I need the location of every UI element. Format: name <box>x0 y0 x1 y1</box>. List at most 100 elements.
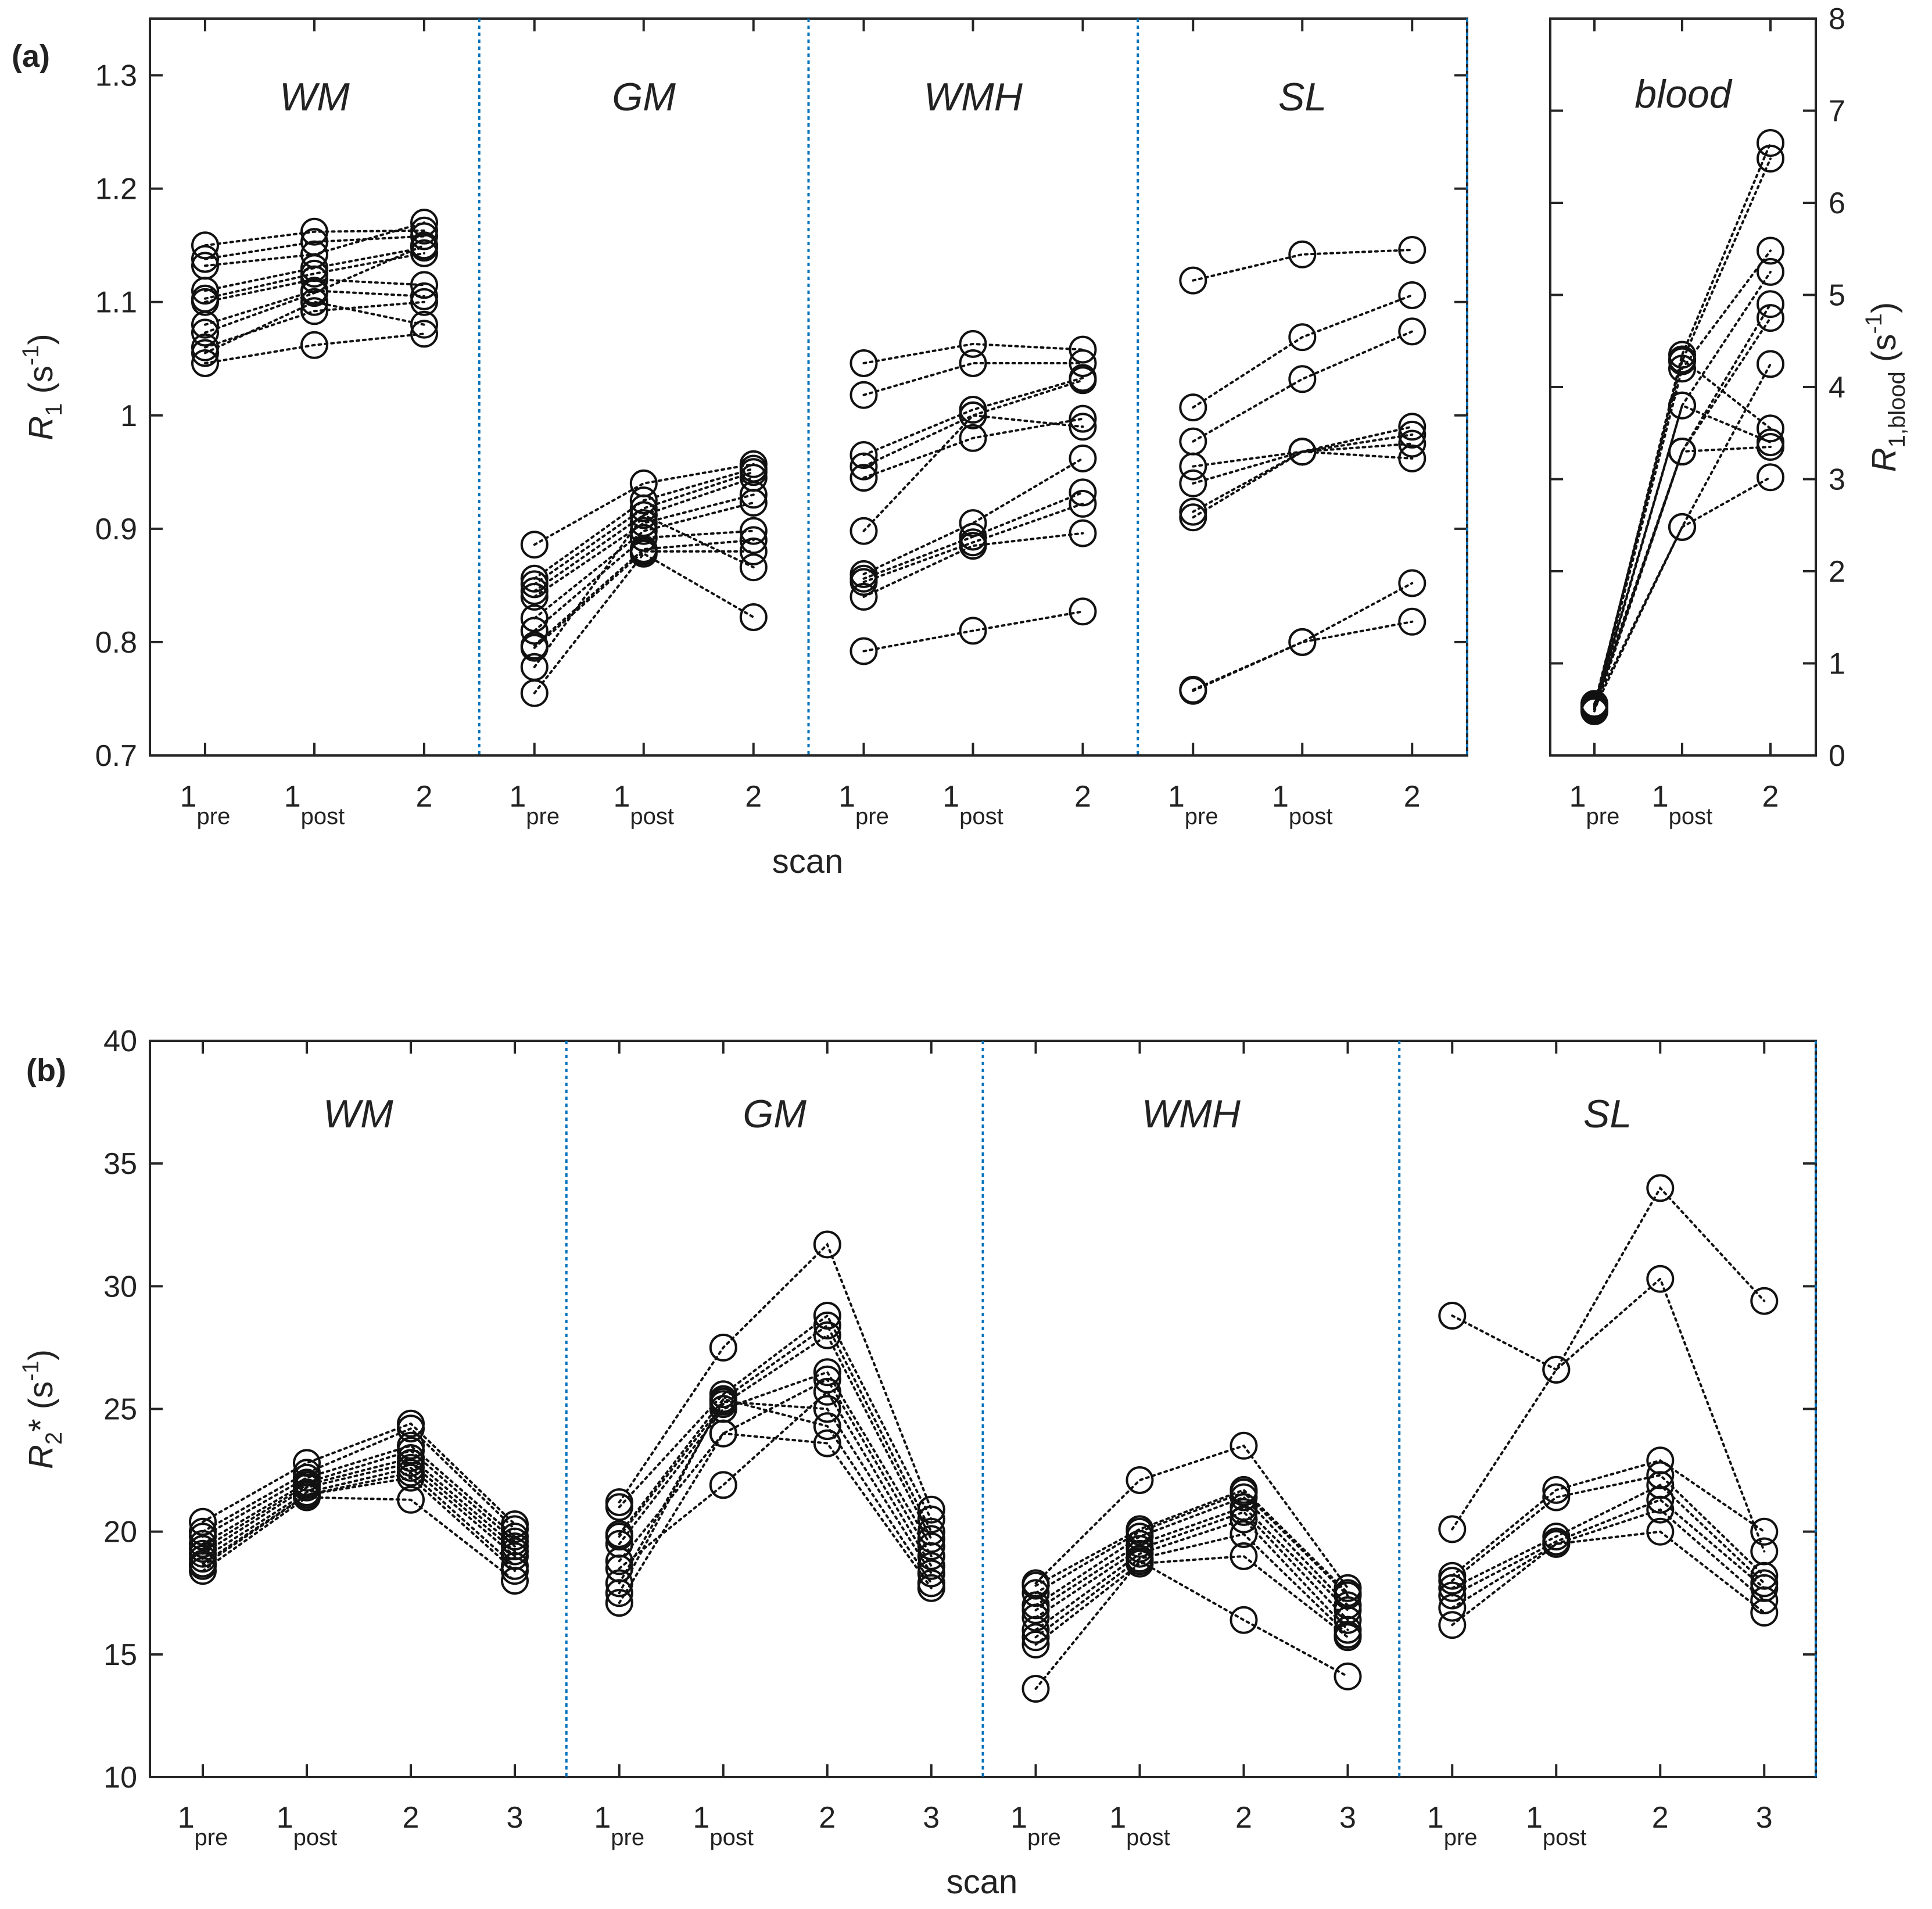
panel-b-gm-subject-10-point-4 <box>917 1574 945 1602</box>
panel-a-wmh-subject-8-point-3 <box>1069 478 1097 507</box>
panel-a-sl-subject-2-line <box>1192 294 1414 409</box>
panel-a-wmh-subject-6-point-2 <box>959 401 987 429</box>
panel-a-gm-xtick-label: 1pre <box>509 780 560 829</box>
panel-b-sl-subject-6-point-3 <box>1646 1485 1675 1514</box>
panel-b-sl-region-label: SL <box>1583 1092 1632 1136</box>
panel-a-wmh-subject-3-line <box>862 377 1084 456</box>
panel-a-gm-subject-2-line <box>533 467 755 580</box>
panel-b-gm-subject-5-point-4 <box>917 1532 945 1560</box>
panel-a-sl-subject-2-point-2 <box>1288 323 1317 352</box>
panel-b-wmh-subject-10-point-3 <box>1230 1606 1258 1634</box>
panel-a-blood-region-label: blood <box>1635 72 1733 116</box>
panel-a-gm-xtick-label: 2 <box>745 780 762 814</box>
panel-a-wmh-subject-9-point-3 <box>1069 489 1097 518</box>
panel-a-wmh-subject-1-point-3 <box>1069 335 1097 364</box>
panel-b-gm-subject-8-point-3 <box>813 1395 841 1423</box>
panel-b-sl-subject-1-point-3 <box>1646 1174 1675 1202</box>
panel-b-wmh-subject-10-point-4 <box>1334 1662 1362 1690</box>
panel-a-gm-xtick-label: 1post <box>613 780 674 829</box>
panel-b-wm-xtick-label: 1post <box>277 1801 338 1850</box>
panel-b-wmh-subject-4-point-3 <box>1230 1483 1258 1512</box>
panel-a-wm-region-label: WM <box>279 75 350 119</box>
panel-b-sl-subject-7-point-1 <box>1438 1593 1467 1622</box>
panel-a-wm-subject-5-line <box>204 252 425 300</box>
panel-a-wmh-subject-11-point-3 <box>1069 597 1097 626</box>
panel-a-blood-subject-3-line <box>1593 249 1772 711</box>
panel-b-wmh-subject-9-line <box>1034 1555 1349 1646</box>
panel-b-gm-subject-5-line <box>618 1370 933 1548</box>
panel-a-sl-subject-3-point-2 <box>1288 365 1317 393</box>
panel-a-wmh-subject-2-point-2 <box>959 349 987 377</box>
panel-a-blood-subject-1-line <box>1593 142 1772 709</box>
panel-b-gm-subject-6-point-4 <box>917 1542 945 1570</box>
panel-a-blood-subject-1-point-3 <box>1757 129 1784 157</box>
panel-a-blood-subject-8-point-2 <box>1668 345 1696 374</box>
panel-b-wm-subject-1-point-1 <box>189 1507 217 1536</box>
panel-b-gm-xtick-label: 1pre <box>594 1801 644 1850</box>
panel-a-wmh-subject-11-line <box>862 610 1084 653</box>
panel-a-wmh-subject-4-point-1 <box>849 452 878 481</box>
panel-b-wmh-subject-8-point-1 <box>1021 1623 1050 1652</box>
panel-b-gm-subject-10-point-2 <box>709 1419 737 1448</box>
panel-a-wmh-subject-9-point-1 <box>849 568 878 596</box>
panel-a-gm-subject-3-line <box>533 471 755 586</box>
panel-a-xlabel: scan <box>772 843 844 880</box>
panel-a-wm-xtick-label: 2 <box>416 780 433 814</box>
panel-b-gm-subject-9-line <box>618 1398 933 1595</box>
panel-b-wmh-subject-6-line <box>1034 1510 1349 1621</box>
panel-a-blood-subject-5-point-3 <box>1757 290 1784 318</box>
panel-b-gm-subject-2-point-4 <box>917 1505 945 1534</box>
panel-b-sl-subject-7-line <box>1451 1508 1766 1609</box>
panel-a-wmh-subject-7-point-3 <box>1069 444 1097 472</box>
panel-a-sl-subject-4-point-3 <box>1398 413 1426 441</box>
panel-b-wmh-subject-9-point-4 <box>1334 1623 1362 1652</box>
panel-b-sl-subject-1-point-1 <box>1438 1302 1467 1330</box>
panel-a-gm-subject-4-point-1 <box>520 577 549 606</box>
panel-b-wm-subject-9-point-3 <box>397 1463 425 1492</box>
panel-a-wmh-subject-11-point-1 <box>849 637 878 665</box>
panel-a-blood-subject-11-point-2 <box>1668 513 1696 541</box>
panel-a-wmh-subject-1-point-1 <box>849 349 878 377</box>
panel-a-sl-subject-6-point-1 <box>1179 497 1207 526</box>
panel-b-wm-subject-3-point-1 <box>189 1523 217 1551</box>
panel-b-wm-subject-1-line <box>202 1422 516 1525</box>
panel-b-gm-subject-7-point-2 <box>709 1471 737 1499</box>
panel-b-gm-xtick-label: 3 <box>923 1801 940 1835</box>
panel-b-sl-subject-8-point-3 <box>1646 1517 1675 1546</box>
panel-a-wm-subject-7-point-1 <box>191 310 219 339</box>
panel-b-wm-subject-5-line <box>202 1456 516 1550</box>
panel-a-sl-subject-1-point-1 <box>1179 266 1207 295</box>
panel-b-wmh-subject-6-point-4 <box>1334 1606 1362 1634</box>
panel-a-wmh-subject-5-point-2 <box>959 424 987 452</box>
panel-a-sl-subject-9-point-3 <box>1398 607 1426 636</box>
panel-a-ytick-label: 0.7 <box>95 739 137 773</box>
panel-a-wmh-subject-3-point-2 <box>959 396 987 424</box>
panel-b-wm-subject-2-line <box>202 1427 516 1533</box>
panel-a-wm-subject-10-line <box>204 300 425 354</box>
panel-a-wm-subject-8-point-2 <box>300 279 328 307</box>
panel-a-ytick-label: 0.8 <box>95 626 137 660</box>
panel-b-sl-subject-4-point-1 <box>1438 1567 1467 1595</box>
panel-a-wm-subject-6-point-1 <box>191 288 219 316</box>
panel-b-ytick-label: 35 <box>103 1147 137 1181</box>
panel-a-wm-subject-9-point-3 <box>410 288 438 316</box>
panel-a-wm-subject-1-point-1 <box>191 231 219 260</box>
panel-b: (b) 10 15 20 25 30 35 40 1pre 1post 2 3 WM 1pre 1post… <box>18 1025 1817 1901</box>
panel-b-wm-subject-2-point-3 <box>397 1414 425 1443</box>
panel-a-blood-xtick-label: 2 <box>1762 780 1779 814</box>
panel-b-gm-subject-9-point-2 <box>709 1385 737 1413</box>
panel-a-wmh-xtick-label: 2 <box>1074 780 1091 814</box>
panel-b-ytick-label: 40 <box>103 1025 137 1058</box>
panel-b-gm-subject-1-point-2 <box>709 1333 737 1362</box>
panel-a-gm-subject-10-point-2 <box>629 501 658 529</box>
panel-b-label: (b) <box>26 1053 66 1088</box>
panel-a-wm-subject-4-point-1 <box>191 277 219 305</box>
panel-a-gm-subject-10-line <box>533 513 755 668</box>
panel-b-wmh-xtick-label: 1pre <box>1010 1801 1061 1850</box>
panel-b-sl-subject-3-point-4 <box>1750 1517 1779 1546</box>
panel-b-wm-subject-10-point-1 <box>189 1557 217 1585</box>
panel-a-wm-subject-10-point-1 <box>191 339 219 367</box>
panel-b-wmh-xtick-label: 1post <box>1109 1801 1170 1850</box>
panel-b-sl-subject-5-point-1 <box>1438 1574 1467 1602</box>
